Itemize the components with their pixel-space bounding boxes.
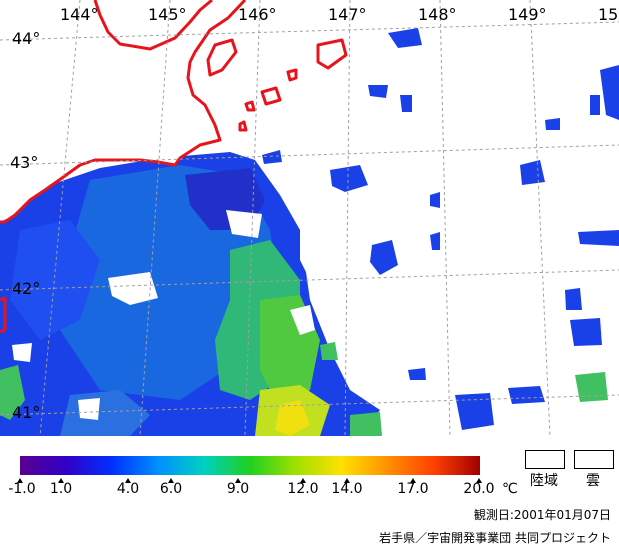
lon-label-146: 146° xyxy=(238,5,277,24)
lat-label-43: 43° xyxy=(10,153,38,172)
land-key-swatch xyxy=(525,450,565,469)
observation-date: 観測日:2001年01月07日 xyxy=(473,508,611,522)
graticule xyxy=(0,0,619,436)
scale-tick-label: 9.0 xyxy=(226,481,250,497)
tick-marker xyxy=(235,478,241,483)
latitude-labels: 44° 43° 42° 41° xyxy=(10,29,40,422)
tick-marker xyxy=(300,478,306,483)
scale-tick-label: 4.0 xyxy=(116,481,140,497)
lat-label-42: 42° xyxy=(12,279,40,298)
scale-tick-label: 12.0 xyxy=(287,481,319,497)
temperature-color-scale xyxy=(20,456,480,475)
scale-tick-label: -1.0 xyxy=(8,481,36,497)
tick-marker xyxy=(168,478,174,483)
land-key-label: 陸域 xyxy=(530,473,558,489)
lon-label-149: 149° xyxy=(508,5,547,24)
tick-marker xyxy=(17,478,23,483)
lon-label-145: 145° xyxy=(148,5,187,24)
scale-tick-label: 1.0 xyxy=(49,481,73,497)
cloud-key-label: 雲 xyxy=(586,473,600,489)
temperature-unit: ℃ xyxy=(502,481,518,497)
scale-tick-label: 14.0 xyxy=(331,481,363,497)
tick-marker xyxy=(476,478,482,483)
tick-marker xyxy=(58,478,64,483)
tick-marker xyxy=(410,478,416,483)
lon-label-144: 144° xyxy=(60,5,99,24)
scale-tick-label: 6.0 xyxy=(159,481,183,497)
tick-marker xyxy=(344,478,350,483)
lat-label-41: 41° xyxy=(12,403,40,422)
warm-patches xyxy=(320,342,608,436)
credit-line: 岩手県／宇宙開発事業団 共同プロジェクト xyxy=(379,531,611,545)
sst-patches xyxy=(262,28,619,430)
lon-label-150: 15 xyxy=(598,5,618,24)
scale-tick-label: 20.0 xyxy=(463,481,495,497)
lon-label-147: 147° xyxy=(328,5,367,24)
sea-surface-temperature-map: 144° 145° 146° 147° 148° 149° 15 44° 43°… xyxy=(0,0,619,436)
lon-label-148: 148° xyxy=(418,5,457,24)
cloud-key-swatch xyxy=(574,450,614,469)
coastline xyxy=(0,0,348,334)
sst-field xyxy=(0,152,380,436)
scale-tick-label: 17.0 xyxy=(397,481,429,497)
tick-marker xyxy=(125,478,131,483)
lat-label-44: 44° xyxy=(12,29,40,48)
longitude-labels: 144° 145° 146° 147° 148° 149° 15 xyxy=(60,5,618,24)
